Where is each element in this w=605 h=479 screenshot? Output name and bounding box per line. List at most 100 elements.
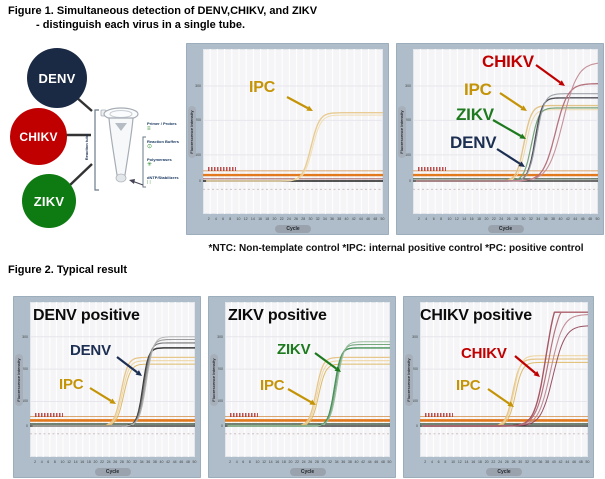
x-tick-label: 6: [242, 460, 245, 464]
figure1-subtitle: - distinguish each virus in a single tub…: [36, 19, 246, 31]
x-tick-label: 42: [565, 217, 570, 221]
x-tick-label: 46: [374, 460, 379, 464]
x-tick-label: 46: [179, 460, 184, 464]
x-tick-label: 24: [301, 460, 306, 464]
tube-icon: [100, 107, 139, 183]
components-bracket: [142, 136, 146, 188]
polymerases-icon: ✳: [147, 162, 153, 169]
component-polymerases: Polymerases ✳: [147, 157, 189, 169]
x-tick-label: 2: [207, 217, 210, 221]
x-tick-label: 4: [425, 217, 428, 221]
x-tick-label: 36: [543, 217, 548, 221]
y-tick-label: 300: [405, 83, 411, 88]
chart-denv-positive-panel: 2 4 6 8 10 12 14 16 18 20 22 24 26 28 30 32 34 36 38 40 42 44…: [13, 296, 201, 478]
x-tick-label: 46: [572, 460, 576, 464]
x-tick-label: 12: [243, 217, 248, 221]
x-axis-label: Cycle: [289, 468, 326, 476]
x-tick-label: 50: [380, 217, 385, 221]
x-tick-label: 10: [447, 217, 452, 221]
x-tick-label: 34: [531, 460, 536, 464]
x-tick-label: 8: [53, 460, 56, 464]
x-tick-label: 48: [578, 460, 583, 464]
y-tick-label: 200: [217, 367, 223, 372]
x-tick-label: 32: [133, 460, 137, 464]
x-tick-label: 10: [236, 217, 241, 221]
x-tick-label: 24: [499, 217, 504, 221]
x-tick-label: 42: [351, 217, 356, 221]
x-tick-label: 22: [491, 217, 496, 221]
x-tick-label: 22: [491, 460, 496, 464]
plot-svg: [203, 49, 383, 214]
x-axis-label: Cycle: [487, 225, 524, 233]
y-axis-label: Fluorescence Intensity: [398, 105, 406, 158]
y-axis-label: Fluorescence Intensity: [15, 353, 23, 406]
x-tick-label: 2: [229, 460, 232, 464]
x-tick-label: 14: [250, 217, 255, 221]
x-tick-label: 48: [185, 460, 190, 464]
plot-svg: [30, 302, 195, 457]
x-tick-label: 28: [119, 460, 124, 464]
x-tick-label: 26: [113, 460, 118, 464]
chart-title: ZIKV positive: [228, 307, 327, 324]
x-tick-label: 8: [248, 460, 251, 464]
x-tick-label: 18: [477, 217, 481, 221]
virus-circle-denv: DENV: [27, 48, 87, 108]
x-tick-label: 18: [477, 460, 482, 464]
y-tick-label: 200: [22, 367, 28, 372]
x-tick-label: 26: [506, 217, 511, 221]
dntp-stabilizers-icon: ∷: [147, 180, 151, 187]
curve-label-chikv: CHIKV: [461, 345, 507, 362]
plot-area: [30, 302, 195, 457]
x-tick-label: 32: [528, 217, 533, 221]
x-tick-label: 34: [334, 460, 339, 464]
x-tick-label: 38: [545, 460, 550, 464]
x-tick-label: 10: [451, 460, 455, 464]
curve-label-ipc: IPC: [260, 377, 285, 394]
x-tick-label: 32: [328, 460, 332, 464]
threshold-annotation: [35, 412, 63, 417]
x-tick-label: 14: [464, 460, 469, 464]
x-tick-label: 24: [498, 460, 503, 464]
curve-label-ipc: IPC: [249, 79, 276, 96]
x-tick-label: 12: [454, 217, 459, 221]
x-tick-label: 8: [229, 217, 232, 221]
meniscus-icon: [115, 123, 127, 131]
x-tick-label: 18: [265, 217, 270, 221]
y-tick-label: 300: [217, 334, 223, 339]
chart-zikv-positive-panel: 2 4 6 8 10 12 14 16 18 20 22 24 26 28 30 32 34 36 38 40 42 44…: [208, 296, 396, 478]
x-tick-label: 22: [279, 217, 284, 221]
x-tick-label: 34: [322, 217, 327, 221]
x-tick-label: 12: [262, 460, 266, 464]
diagram-graphics: [66, 96, 146, 191]
x-tick-label: 40: [551, 460, 556, 464]
x-tick-label: 30: [126, 460, 131, 464]
x-tick-label: 44: [565, 460, 570, 464]
x-tick-label: 50: [387, 460, 392, 464]
component-dntp-stabilizers: dNTP/Stabilizers ∷: [147, 175, 189, 187]
y-tick-label: 100: [22, 399, 28, 404]
x-tick-label: 6: [437, 460, 440, 464]
x-tick-label: 14: [268, 460, 273, 464]
pellet-icon: [115, 173, 127, 183]
plot-area: [203, 49, 383, 214]
x-tick-label: 10: [60, 460, 65, 464]
x-tick-label: 20: [93, 460, 98, 464]
x-tick-label: 36: [146, 460, 151, 464]
primer-probes-icon: ≡: [147, 126, 151, 133]
x-tick-label: 24: [106, 460, 111, 464]
x-tick-label: 50: [192, 460, 197, 464]
x-tick-label: 50: [585, 460, 590, 464]
x-tick-label: 42: [361, 460, 365, 464]
threshold-annotation: [230, 412, 258, 417]
plot-svg: [413, 49, 598, 214]
x-tick-label: 28: [514, 217, 518, 221]
x-tick-label: 30: [521, 217, 526, 221]
chart-ntc-panel: 2 4 6 8 10 12 14 16 18 20 22 24 26 28 30 32 34 36 38 40 42 44…: [186, 43, 389, 235]
x-tick-label: 2: [417, 217, 420, 221]
x-tick-label: 26: [294, 217, 298, 221]
virus-circle-zikv-label: ZIKV: [33, 193, 65, 209]
y-tick-label: 300: [22, 334, 28, 339]
plot-area: [413, 49, 598, 214]
curve-label-ipc: IPC: [464, 80, 492, 99]
